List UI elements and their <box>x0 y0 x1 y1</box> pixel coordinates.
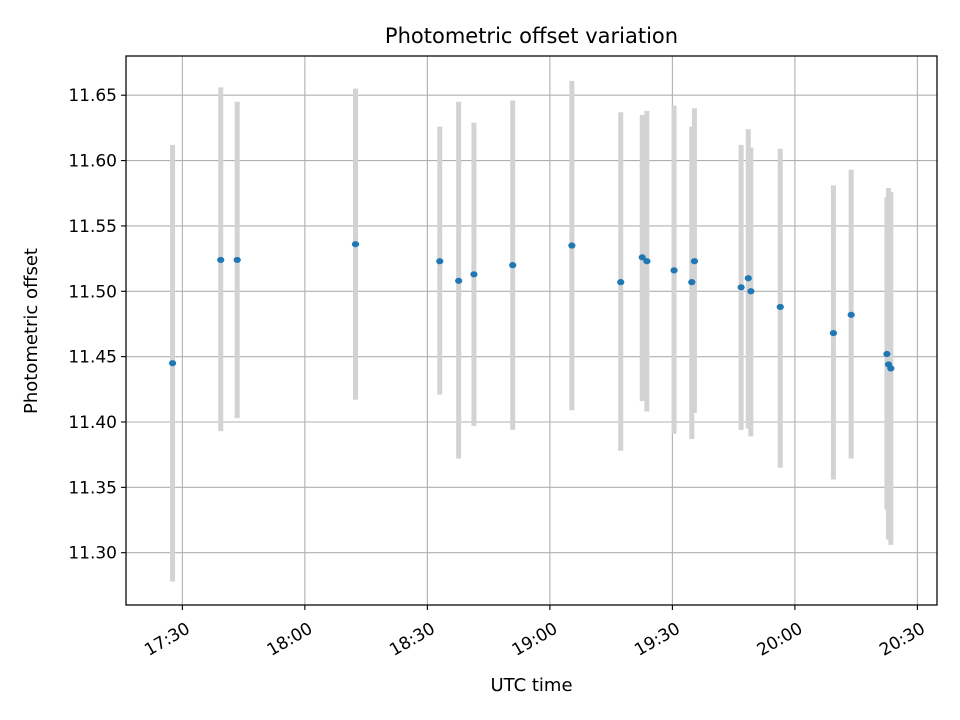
data-point <box>737 284 745 291</box>
data-point <box>455 277 463 284</box>
y-tick-label: 11.45 <box>68 348 117 368</box>
data-point <box>568 242 576 249</box>
data-point <box>847 311 855 318</box>
y-tick-label: 11.55 <box>68 217 117 237</box>
chart-title: Photometric offset variation <box>385 24 678 48</box>
data-point <box>351 241 360 248</box>
data-point <box>744 275 752 282</box>
y-tick-label: 11.30 <box>68 544 117 564</box>
data-point <box>436 258 444 265</box>
y-tick-label: 11.35 <box>68 478 117 498</box>
data-point <box>688 279 696 286</box>
plot-frame <box>125 55 938 606</box>
y-axis-title: Photometric offset <box>21 248 42 414</box>
data-point <box>887 365 895 372</box>
data-point <box>670 267 678 274</box>
data-point <box>883 350 891 358</box>
data-point <box>217 256 225 264</box>
data-point <box>617 279 625 286</box>
data-point <box>690 258 699 265</box>
data-point <box>168 360 177 367</box>
data-point <box>509 262 517 269</box>
y-tick-label: 11.50 <box>68 282 117 302</box>
data-point <box>643 258 651 265</box>
data-points <box>168 241 895 372</box>
data-point <box>638 254 646 261</box>
data-point <box>470 271 478 278</box>
y-tick-label: 11.40 <box>68 413 117 433</box>
data-point <box>747 288 755 295</box>
data-point <box>829 330 838 337</box>
x-axis-title: UTC time <box>490 675 572 696</box>
data-point <box>233 256 241 264</box>
y-tick-label: 11.60 <box>68 152 117 172</box>
data-point <box>776 303 784 311</box>
y-tick-label: 11.65 <box>68 86 117 106</box>
